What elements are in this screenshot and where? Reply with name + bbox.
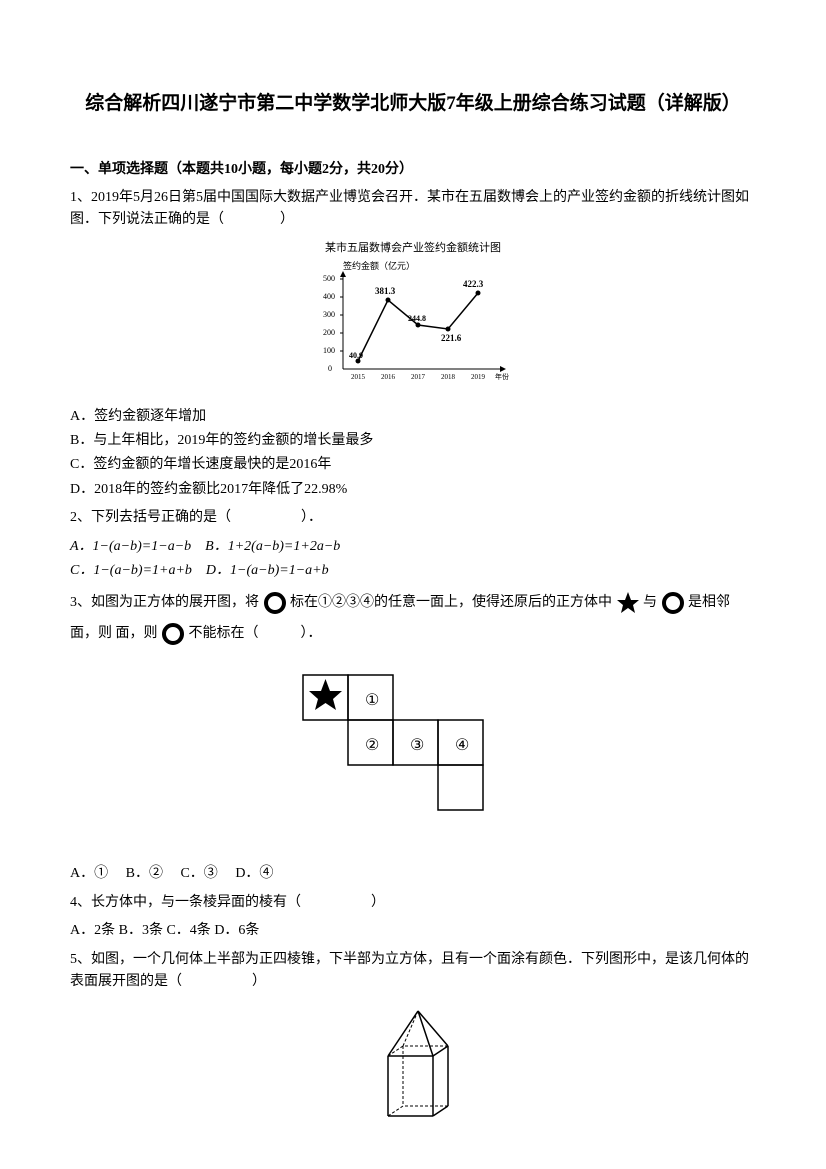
chart-y-label: 签约金额（亿元） bbox=[343, 260, 415, 271]
svg-text:③: ③ bbox=[410, 737, 424, 754]
svg-text:300: 300 bbox=[323, 310, 335, 319]
question-1-options: A．签约金额逐年增加 B．与上年相比，2019年的签约金额的增长量最多 C．签约… bbox=[70, 406, 756, 502]
svg-text:244.8: 244.8 bbox=[408, 314, 426, 323]
svg-text:400: 400 bbox=[323, 292, 335, 301]
star-icon bbox=[616, 591, 640, 615]
geometry-diagram bbox=[70, 1001, 756, 1139]
svg-text:422.3: 422.3 bbox=[463, 279, 484, 289]
svg-text:500: 500 bbox=[323, 274, 335, 283]
option-b: B．与上年相比，2019年的签约金额的增长量最多 bbox=[70, 430, 756, 452]
q2-opt-a: A．1−(a−b)=1−a−b bbox=[70, 539, 191, 554]
svg-text:④: ④ bbox=[455, 737, 469, 754]
page-title: 综合解析四川遂宁市第二中学数学北师大版7年级上册综合练习试题（详解版） bbox=[70, 90, 756, 119]
question-4-text: 4、长方体中，与一条棱异面的棱有（ ） bbox=[70, 892, 756, 914]
chart-title: 某市五届数博会产业签约金额统计图 bbox=[70, 240, 756, 258]
question-2-options: A．1−(a−b)=1−a−b B．1+2(a−b)=1+2a−b C．1−(a… bbox=[70, 536, 756, 583]
section-header: 一、单项选择题（本题共10小题，每小题2分，共20分） bbox=[70, 159, 756, 181]
option-d: D．2018年的签约金额比2017年降低了22.98% bbox=[70, 479, 756, 501]
q3-text1: 3、如图为正方体的展开图，将 bbox=[70, 595, 259, 610]
question-4-options: A．2条 B．3条 C．4条 D．6条 bbox=[70, 920, 756, 942]
q4-opt-d: D．6条 bbox=[214, 923, 259, 938]
question-1-text: 1、2019年5月26日第5届中国国际大数据产业博览会召开．某市在五届数博会上的… bbox=[70, 187, 756, 232]
svg-text:100: 100 bbox=[323, 346, 335, 355]
circle-icon bbox=[161, 622, 185, 646]
q2-opt-d: D．1−(a−b)=1−a+b bbox=[206, 563, 329, 578]
svg-text:381.3: 381.3 bbox=[375, 286, 396, 296]
svg-text:2018: 2018 bbox=[441, 373, 456, 381]
question-3-options: A．① B．② C．③ D．④ bbox=[70, 863, 756, 885]
svg-text:200: 200 bbox=[323, 328, 335, 337]
q2-opt-b: B．1+2(a−b)=1+2a−b bbox=[205, 539, 340, 554]
q4-opt-a: A．2条 bbox=[70, 923, 115, 938]
q3-opt-d: D．④ bbox=[235, 866, 273, 881]
svg-text:年份: 年份 bbox=[495, 372, 509, 381]
q2-opt-c: C．1−(a−b)=1+a+b bbox=[70, 563, 192, 578]
svg-text:40.9: 40.9 bbox=[349, 351, 363, 360]
chart-container: 某市五届数博会产业签约金额统计图 签约金额（亿元） 0 100 200 300 … bbox=[70, 240, 756, 398]
question-2-text: 2、下列去括号正确的是（ ）． bbox=[70, 507, 756, 529]
option-line-ab: A．1−(a−b)=1−a−b B．1+2(a−b)=1+2a−b bbox=[70, 536, 756, 558]
svg-text:0: 0 bbox=[328, 364, 332, 373]
cube-net-diagram: ① ② ③ ④ bbox=[70, 665, 756, 848]
circle-icon bbox=[263, 591, 287, 615]
q3-text2: 标在①②③④的任意一面上，使得还原后的正方体中 bbox=[290, 595, 612, 610]
option-a: A．签约金额逐年增加 bbox=[70, 406, 756, 428]
q3-opt-c: C．③ bbox=[180, 866, 217, 881]
q4-opt-c: C．4条 bbox=[166, 923, 210, 938]
q3-opt-a: A．① bbox=[70, 866, 108, 881]
q3-text4b: 面，则 bbox=[116, 626, 158, 641]
circle-icon bbox=[661, 591, 685, 615]
q4-opt-b: B．3条 bbox=[119, 923, 163, 938]
line-chart: 签约金额（亿元） 0 100 200 300 400 500 40.9 381.… bbox=[313, 259, 513, 389]
option-line-cd: C．1−(a−b)=1+a+b D．1−(a−b)=1−a+b bbox=[70, 560, 756, 582]
option-c: C．签约金额的年增长速度最快的是2016年 bbox=[70, 454, 756, 476]
svg-text:2019: 2019 bbox=[471, 373, 486, 381]
svg-text:②: ② bbox=[365, 737, 379, 754]
svg-text:2016: 2016 bbox=[381, 373, 396, 381]
question-5-text: 5、如图，一个几何体上半部为正四棱锥，下半部为立方体，且有一个面涂有颜色．下列图… bbox=[70, 949, 756, 994]
q3-opt-b: B．② bbox=[126, 866, 163, 881]
q3-text3: 与 bbox=[643, 595, 657, 610]
question-3: 3、如图为正方体的展开图，将 标在①②③④的任意一面上，使得还原后的正方体中 与… bbox=[70, 588, 756, 650]
svg-text:221.6: 221.6 bbox=[441, 333, 462, 343]
svg-text:2017: 2017 bbox=[411, 373, 426, 381]
q3-text5: 不能标在（ ）． bbox=[189, 626, 322, 641]
svg-text:①: ① bbox=[365, 692, 379, 709]
svg-text:2015: 2015 bbox=[351, 373, 366, 381]
